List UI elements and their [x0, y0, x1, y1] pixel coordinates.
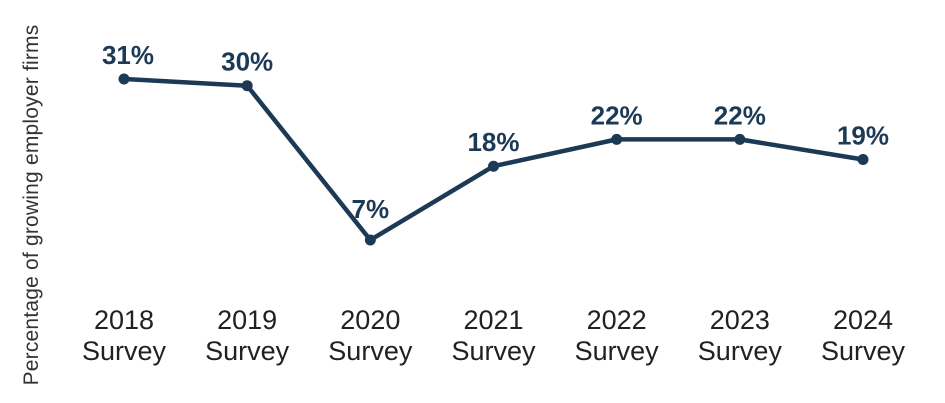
value-label: 30%	[221, 47, 273, 77]
data-point	[857, 154, 869, 166]
data-point	[364, 234, 376, 246]
value-label: 31%	[102, 40, 154, 70]
data-point	[611, 133, 623, 145]
data-point	[118, 73, 130, 85]
value-label: 22%	[591, 100, 643, 130]
data-point	[241, 80, 253, 92]
value-label: 7%	[352, 194, 390, 224]
value-label: 18%	[467, 127, 519, 157]
value-label: 19%	[837, 121, 889, 151]
data-point	[488, 160, 499, 172]
data-point	[734, 133, 746, 145]
value-label: 22%	[714, 100, 766, 130]
